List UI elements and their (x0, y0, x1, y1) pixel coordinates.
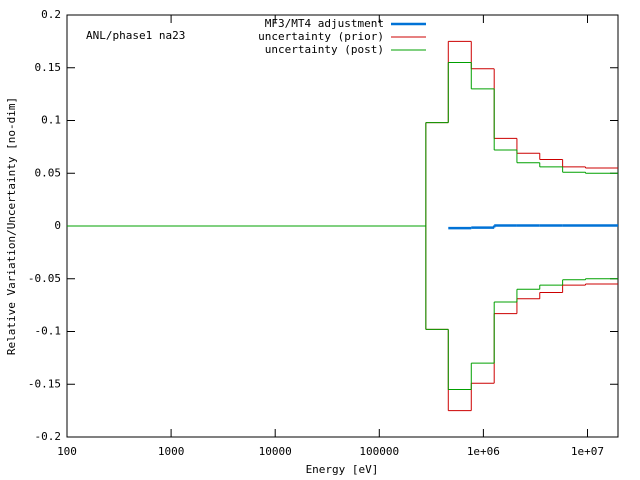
legend-label: uncertainty (prior) (258, 30, 384, 43)
legend-label: uncertainty (post) (265, 43, 384, 56)
x-tick-label: 1e+07 (571, 445, 604, 458)
x-tick-label: 100000 (359, 445, 399, 458)
y-axis-label: Relative Variation/Uncertainty [no-dim] (5, 97, 18, 355)
x-tick-label: 10000 (259, 445, 292, 458)
y-tick-label: -0.05 (28, 272, 61, 285)
y-tick-label: 0.2 (41, 8, 61, 21)
y-tick-label: 0.1 (41, 114, 61, 127)
annotation: ANL/phase1 na23 (86, 29, 185, 42)
x-axis-label: Energy [eV] (306, 463, 379, 476)
x-tick-label: 1e+06 (467, 445, 500, 458)
y-tick-label: 0.05 (35, 166, 62, 179)
x-tick-label: 100 (57, 445, 77, 458)
y-tick-label: 0 (54, 219, 61, 232)
y-tick-label: -0.1 (35, 325, 62, 338)
y-tick-label: 0.15 (35, 61, 62, 74)
y-tick-label: -0.2 (35, 430, 62, 443)
y-tick-label: -0.15 (28, 377, 61, 390)
x-tick-label: 1000 (158, 445, 185, 458)
legend-label: MF3/MT4 adjustment (265, 17, 384, 30)
